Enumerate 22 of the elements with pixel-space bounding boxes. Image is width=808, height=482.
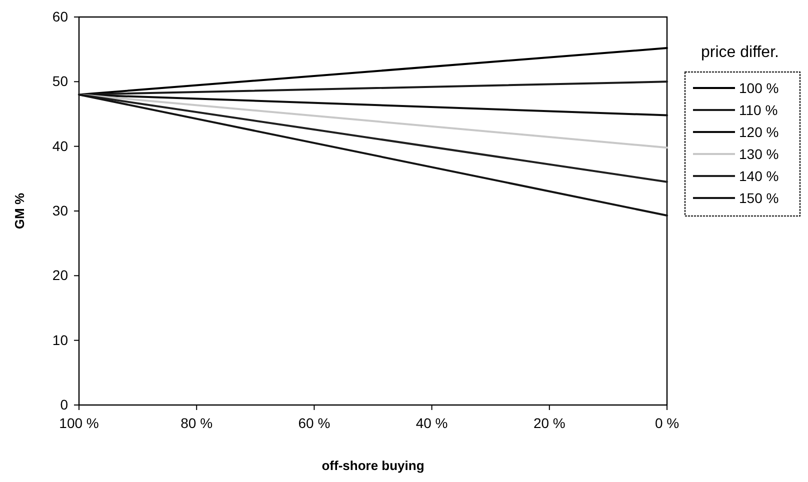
x-tick-label: 100 % [59, 414, 99, 431]
legend-label: 140 % [739, 168, 779, 184]
x-tick-label: 0 % [654, 414, 680, 431]
y-tick-label: 40 [52, 138, 68, 154]
y-axis-title: GM % [12, 192, 27, 230]
x-tick-label: 60 % [298, 414, 330, 431]
x-tick-label: 20 % [533, 414, 566, 431]
legend-label: 150 % [739, 190, 779, 206]
legend-label: 110 % [739, 102, 778, 118]
legend-label: 120 % [739, 124, 779, 140]
legend-label: 100 % [739, 80, 779, 96]
y-tick-label: 10 [52, 332, 68, 348]
x-axis-title: off-shore buying [322, 458, 424, 473]
legend-title: price differ. [701, 44, 779, 61]
x-tick-label: 80 % [180, 414, 213, 431]
legend-label: 130 % [739, 146, 779, 162]
y-tick-label: 0 [60, 396, 68, 412]
y-tick-label: 60 [52, 8, 68, 24]
y-tick-label: 30 [52, 202, 68, 218]
y-tick-label: 50 [52, 73, 68, 90]
x-tick-label: 40 % [416, 414, 448, 431]
y-tick-label: 20 [52, 267, 68, 284]
